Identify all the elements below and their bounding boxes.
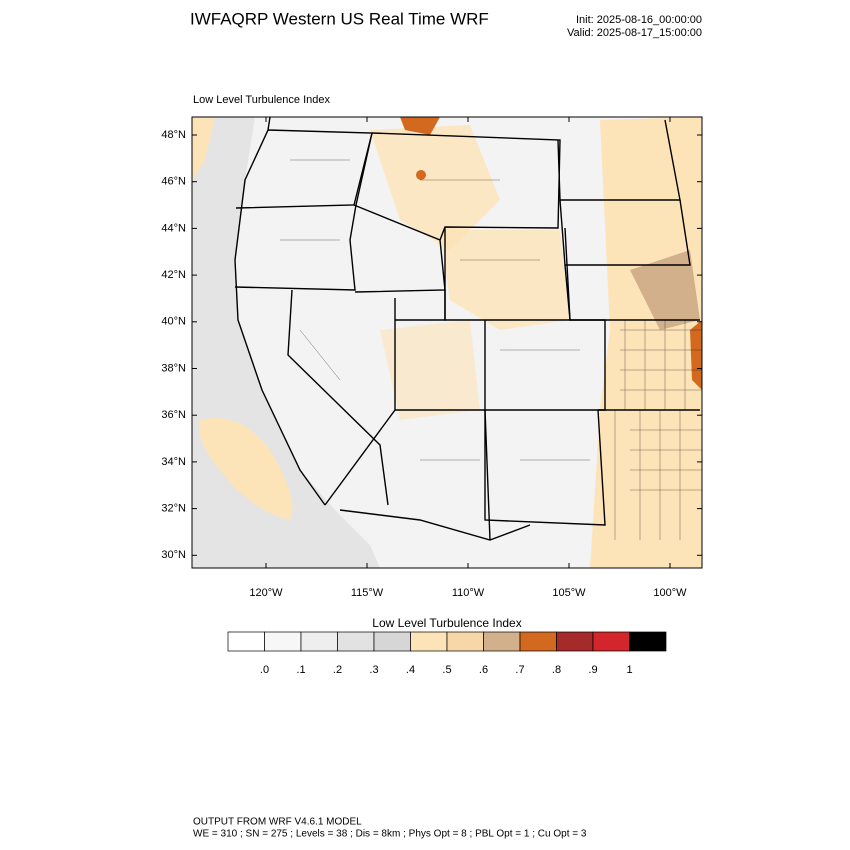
colorbar-box <box>373 631 411 652</box>
map-title: Low Level Turbulence Index <box>193 94 330 106</box>
footer-line: OUTPUT FROM WRF V4.6.1 MODEL <box>193 817 362 828</box>
map <box>191 116 703 569</box>
footer-line: WE = 310 ; SN = 275 ; Levels = 38 ; Dis … <box>193 829 587 840</box>
shading <box>630 250 700 330</box>
colorbar-box <box>300 631 338 652</box>
lat-label: 30°N <box>161 549 186 561</box>
colorbar-box <box>556 631 594 652</box>
colorbar-label: .6 <box>479 664 488 676</box>
lat-label: 34°N <box>161 456 186 468</box>
shading <box>416 170 426 180</box>
lat-label: 42°N <box>161 269 186 281</box>
colorbar-label: .3 <box>369 664 378 676</box>
colorbar-box <box>410 631 448 652</box>
shading <box>440 230 570 330</box>
lon-label: 100°W <box>653 587 687 599</box>
lat-label: 44°N <box>161 222 186 234</box>
lon-label: 120°W <box>249 587 283 599</box>
colorbar-label: .8 <box>552 664 561 676</box>
colorbar-label: .1 <box>296 664 305 676</box>
colorbar-box <box>483 631 521 652</box>
colorbar-box <box>227 631 265 652</box>
colorbar-label: .5 <box>442 664 451 676</box>
shading <box>590 117 702 568</box>
lat-label: 32°N <box>161 503 186 515</box>
shading <box>690 320 702 390</box>
colorbar-label: .4 <box>406 664 415 676</box>
lat-label: 46°N <box>161 176 186 188</box>
valid-time: Valid: 2025-08-17_15:00:00 <box>567 27 702 39</box>
shading <box>380 320 480 420</box>
lat-label: 36°N <box>161 409 186 421</box>
shading <box>192 117 215 180</box>
colorbar-box <box>592 631 630 652</box>
county-borders <box>280 159 702 540</box>
colorbar <box>227 631 667 652</box>
lat-label: 40°N <box>161 316 186 328</box>
init-time: Init: 2025-08-16_00:00:00 <box>576 14 702 26</box>
colorbar-box <box>264 631 302 652</box>
colorbar-label: 1 <box>626 664 632 676</box>
colorbar-label: .9 <box>588 664 597 676</box>
colorbar-box <box>446 631 484 652</box>
colorbar-title: Low Level Turbulence Index <box>372 616 521 630</box>
state-borders <box>234 117 700 541</box>
colorbar-label: .2 <box>333 664 342 676</box>
map-frame <box>191 116 703 569</box>
colorbar-box <box>629 631 667 652</box>
colorbar-label: .7 <box>515 664 524 676</box>
lon-label: 110°W <box>452 587 485 599</box>
colorbar-box <box>519 631 557 652</box>
lon-label: 115°W <box>351 587 384 599</box>
lon-label: 105°W <box>552 587 586 599</box>
main-title: IWFAQRP Western US Real Time WRF <box>190 9 489 28</box>
lat-label: 48°N <box>161 129 186 141</box>
lat-label: 38°N <box>161 362 186 374</box>
shading <box>400 117 440 135</box>
shading <box>370 125 500 250</box>
colorbar-label: .0 <box>260 664 269 676</box>
shading <box>199 418 293 520</box>
colorbar-box <box>337 631 375 652</box>
